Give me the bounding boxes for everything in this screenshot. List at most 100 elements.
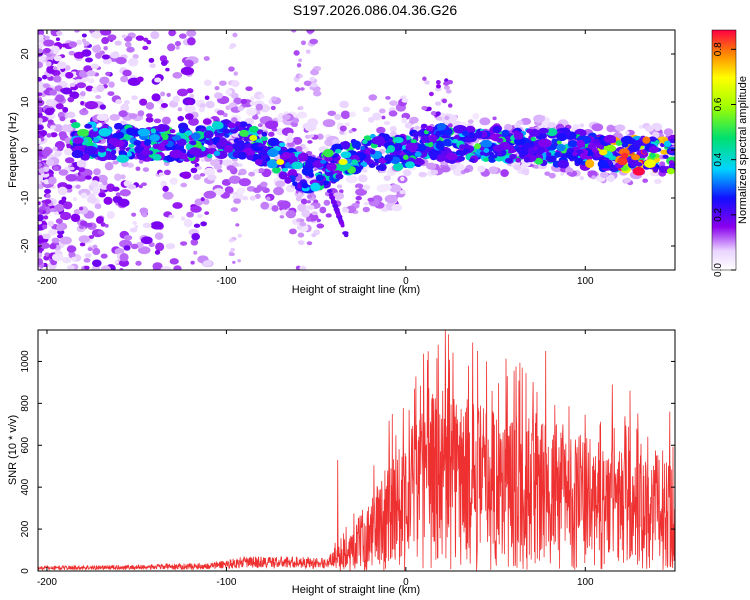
spectrogram-blob: [119, 189, 131, 197]
spectrogram-blob: [114, 40, 122, 46]
spectrogram-blob: [252, 187, 262, 194]
spectrogram-blob: [134, 224, 139, 229]
spectrogram-blob: [249, 96, 256, 101]
spectrogram-blob: [273, 186, 284, 196]
spectrogram-blob: [303, 80, 312, 86]
spectrogram-blob: [78, 167, 86, 173]
spectrogram-blob: [629, 157, 639, 167]
spectrogram-blob: [358, 174, 368, 183]
spectrogram-blob: [92, 244, 98, 249]
spectrogram-blob: [221, 178, 232, 186]
spectrogram-blob: [172, 72, 183, 79]
spectrogram-blob: [232, 161, 239, 168]
spectrogram-blob: [237, 106, 244, 112]
spectrogram-blob: [369, 149, 376, 155]
spectrogram-blob: [74, 30, 80, 33]
spectrogram-blob: [557, 159, 569, 169]
spectrogram-blob: [293, 50, 300, 56]
snr-ytick-label: 400: [20, 478, 31, 495]
spectrogram-blob: [206, 125, 213, 132]
spectrogram-blob: [362, 206, 370, 213]
spectrogram-blob: [526, 128, 533, 134]
spectrogram-blob: [351, 140, 362, 149]
spectrogram-blob: [533, 114, 545, 123]
spectrogram-blob: [141, 212, 148, 218]
spectrogram-blob: [544, 171, 551, 176]
spectrogram-blob: [282, 114, 291, 120]
spectrogram-blob: [316, 133, 324, 140]
spectrogram-blob: [135, 166, 141, 172]
spectrogram-blob: [132, 54, 139, 59]
spectrogram-blob: [84, 265, 90, 270]
spectrogram-blob: [44, 199, 52, 205]
spectrogram-blob: [245, 108, 257, 116]
spectrogram-blob: [276, 159, 285, 165]
spectrogram-blob: [115, 99, 123, 105]
spectrogram-blob: [38, 167, 45, 174]
spectrogram-blob: [160, 180, 167, 188]
spectrogram-blob: [414, 151, 422, 157]
spectrogram-blob: [403, 169, 412, 177]
spectrogram-blob: [255, 103, 264, 111]
spectrogram-blob: [440, 165, 451, 173]
spectrogram-blob: [70, 213, 81, 223]
spectrogram-blob: [632, 166, 645, 176]
spectrogram-blob: [606, 124, 615, 133]
spectrogram-blob: [110, 149, 117, 155]
spectrogram-blob: [85, 222, 93, 228]
spectrogram-blob: [297, 203, 306, 212]
spectrogram-blob: [38, 246, 42, 252]
spectrogram-blob: [237, 172, 242, 176]
spectrogram-blob: [160, 91, 166, 97]
spectrogram-blob: [292, 181, 298, 187]
spectrogram-blob: [145, 102, 155, 110]
spectrogram-blob: [101, 54, 110, 60]
spectrogram-blob: [50, 132, 58, 138]
spectrogram-blob: [48, 229, 57, 236]
spectrogram-blob: [420, 135, 428, 141]
spectrogram-blob: [142, 167, 150, 172]
spectrogram-blob: [360, 145, 366, 151]
spectrogram-blob: [230, 247, 235, 252]
spectrogram-blob: [339, 125, 347, 132]
spectrogram-blob: [306, 200, 312, 204]
spectrogram-blob: [548, 172, 556, 179]
spectrogram-blob: [504, 157, 513, 164]
spectrogram-blob: [109, 51, 120, 59]
spectrogram-blob: [50, 125, 56, 130]
spectrogram-blob: [463, 168, 470, 173]
spectrogram-blob: [191, 232, 201, 241]
spectrogram-blob: [139, 207, 149, 215]
spectrogram-blob: [93, 168, 101, 176]
spectrogram-blob: [389, 184, 402, 193]
spectrogram-blob: [38, 174, 44, 183]
spectrogram-blob: [322, 148, 334, 158]
spectrogram-blob: [325, 213, 332, 218]
spectrogram-blob: [55, 218, 63, 224]
spectrogram-blob: [479, 117, 491, 126]
spectrogram-blob: [336, 184, 343, 189]
spectrogram-blob: [129, 227, 138, 233]
spectrogram-blob: [312, 90, 322, 97]
spectrogram-xlabel: Height of straight line (km): [292, 284, 420, 296]
spectrogram-blob: [248, 171, 256, 177]
spectrogram-blob: [79, 206, 84, 211]
spectrogram-blob: [97, 230, 104, 235]
spectrogram-blob: [126, 46, 135, 53]
spectrogram-blob: [112, 160, 119, 165]
spectrogram-blob: [310, 82, 318, 88]
spectrogram-blob: [92, 247, 101, 256]
spectrogram-blob: [300, 40, 306, 46]
spectrogram-blob: [218, 80, 227, 86]
spectrogram-blob: [136, 76, 144, 83]
spectrogram-blob: [261, 131, 268, 137]
spectrogram-blob: [265, 120, 279, 130]
spectrogram-blob: [44, 35, 50, 40]
spectrogram-blob: [421, 105, 428, 111]
spectrogram-blob: [77, 128, 90, 137]
spectrogram-blob: [86, 195, 97, 204]
spectrogram-blob: [400, 176, 405, 182]
spectrogram-blob: [38, 92, 43, 97]
spectrogram-blob: [322, 119, 336, 128]
spectrogram-blob: [177, 88, 189, 97]
